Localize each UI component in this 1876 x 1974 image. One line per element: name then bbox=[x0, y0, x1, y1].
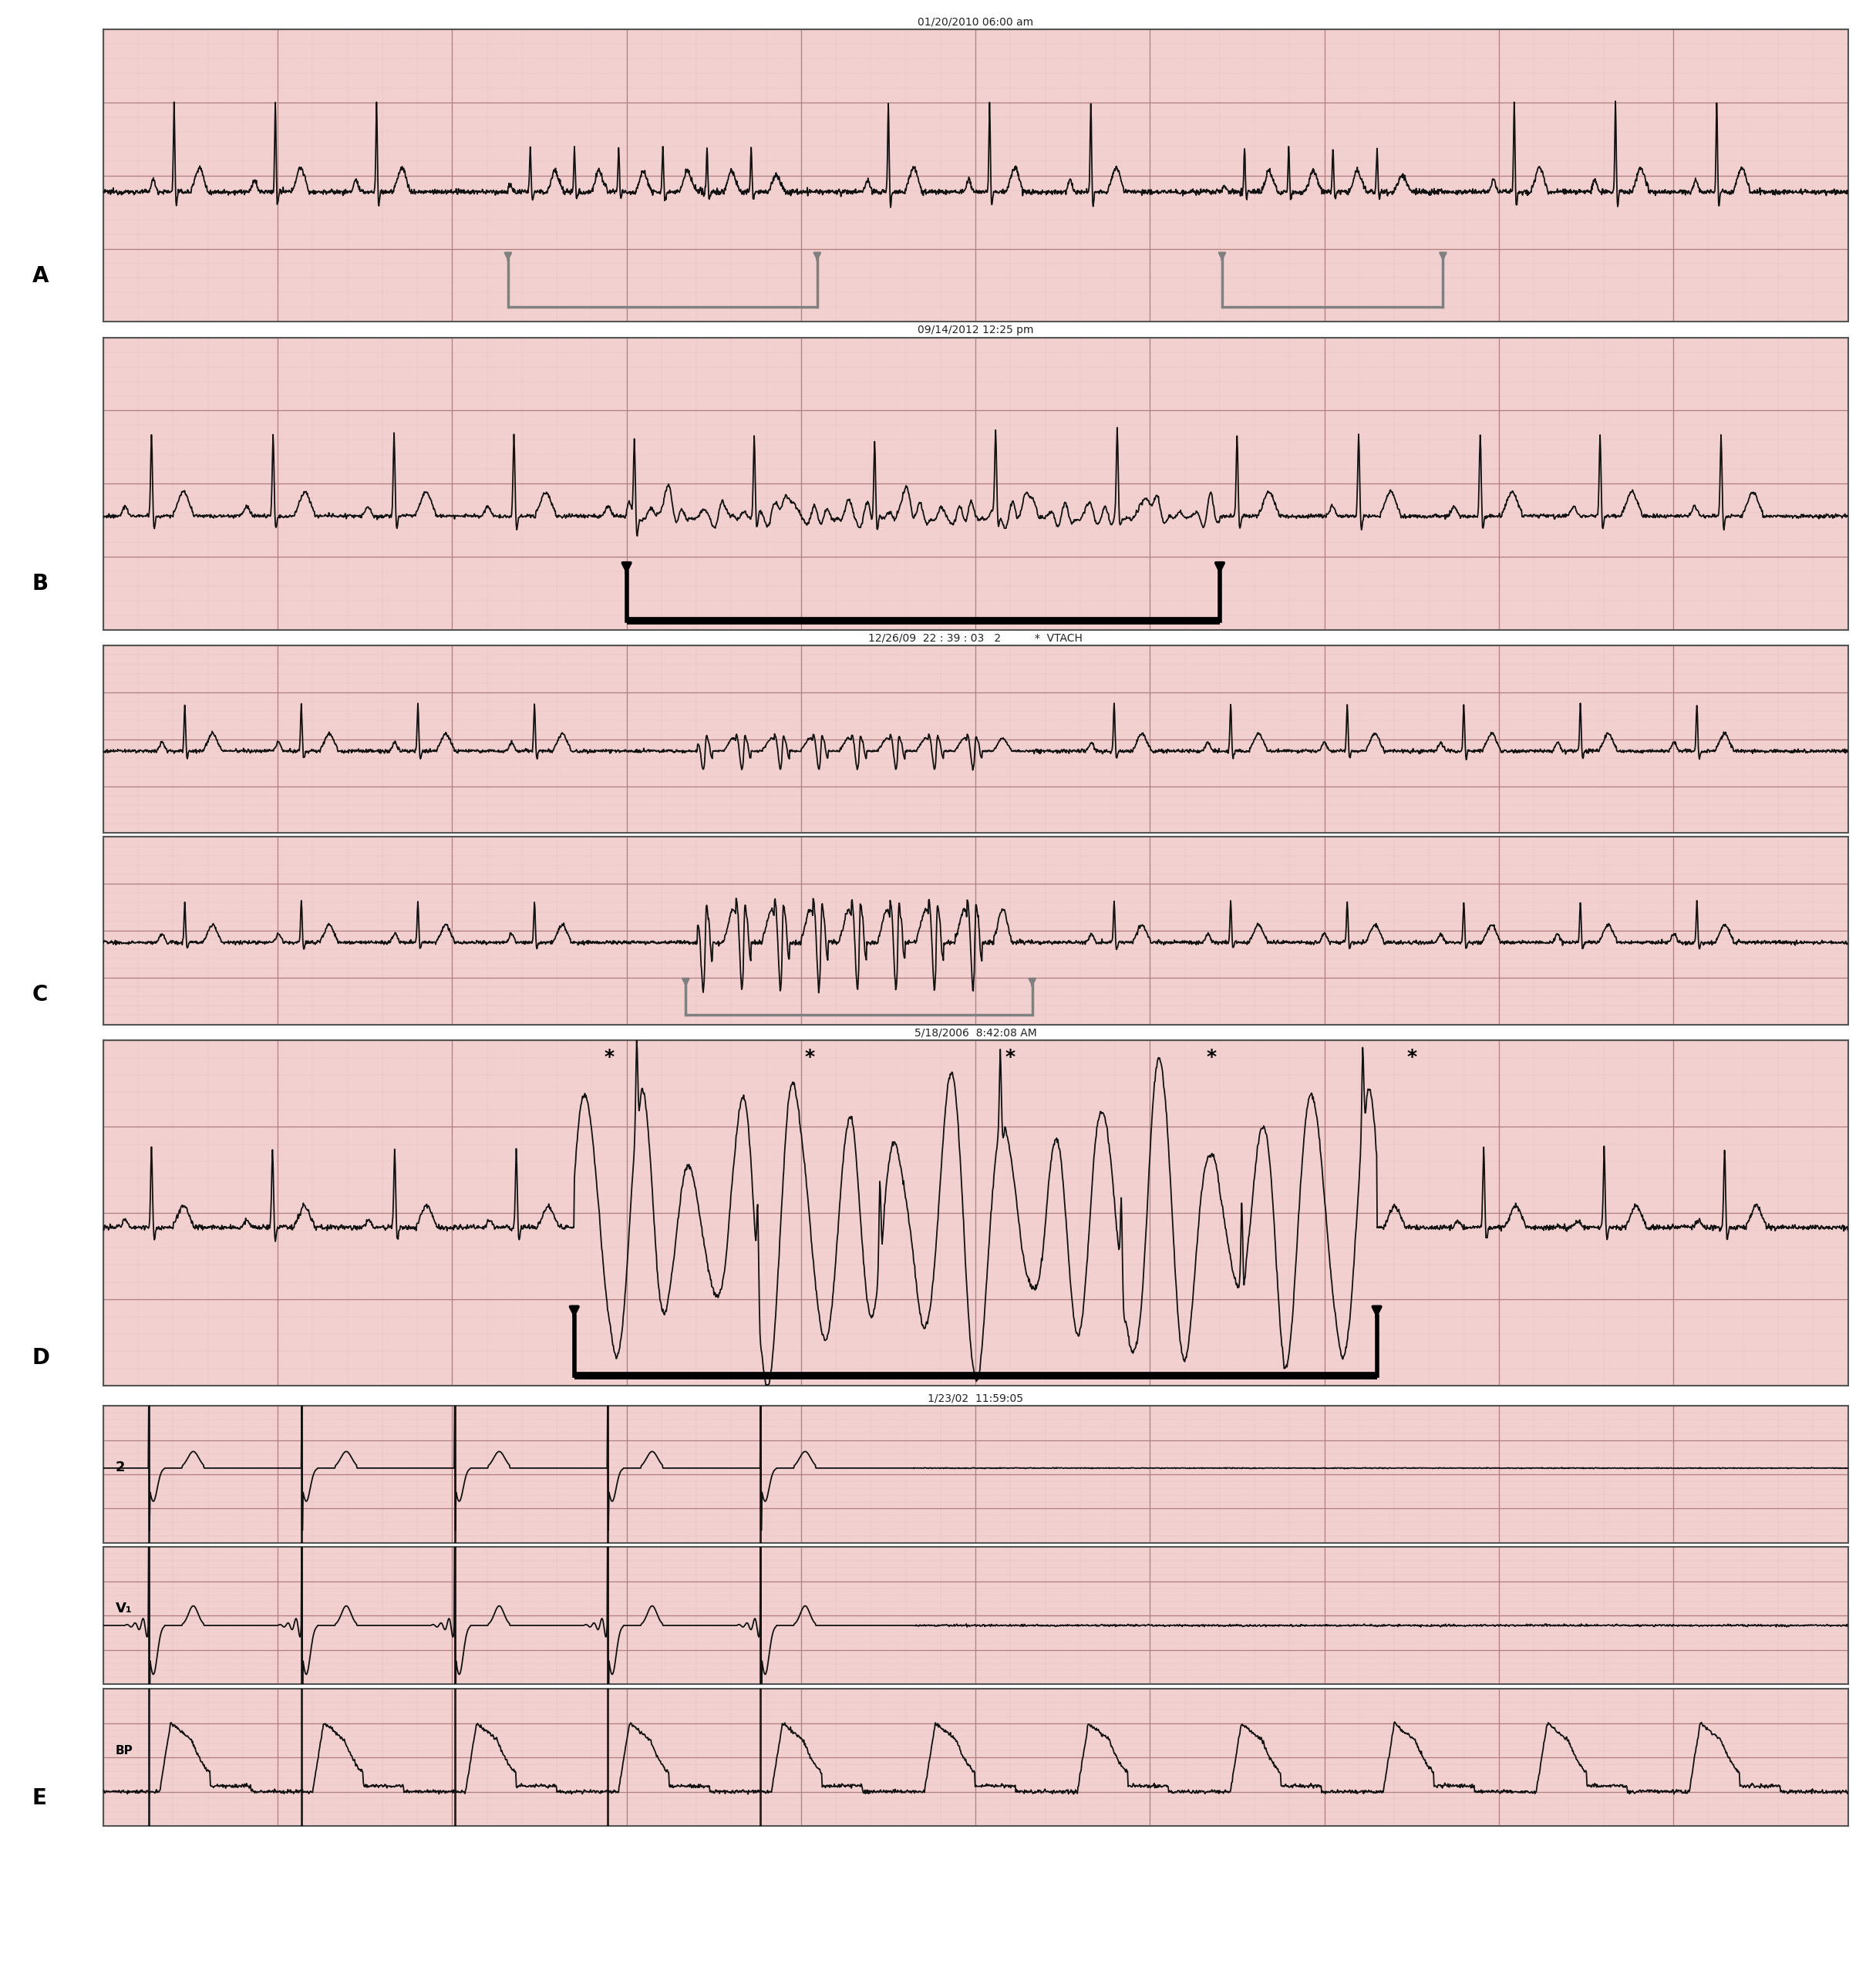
Title: 01/20/2010 06:00 am: 01/20/2010 06:00 am bbox=[917, 18, 1034, 28]
Text: C: C bbox=[32, 983, 47, 1005]
Text: *: * bbox=[805, 1048, 814, 1066]
Title: 5/18/2006  8:42:08 AM: 5/18/2006 8:42:08 AM bbox=[914, 1028, 1037, 1038]
Text: A: A bbox=[32, 265, 49, 286]
Title: 1/23/02  11:59:05: 1/23/02 11:59:05 bbox=[929, 1394, 1022, 1404]
Text: 2: 2 bbox=[116, 1461, 126, 1475]
Text: *: * bbox=[604, 1048, 613, 1066]
Title: 12/26/09  22 : 39 : 03   2          *  VTACH: 12/26/09 22 : 39 : 03 2 * VTACH bbox=[869, 634, 1082, 644]
Text: *: * bbox=[1407, 1048, 1416, 1066]
Text: D: D bbox=[32, 1346, 49, 1368]
Title: 09/14/2012 12:25 pm: 09/14/2012 12:25 pm bbox=[917, 326, 1034, 336]
Text: BP: BP bbox=[116, 1745, 133, 1757]
Text: *: * bbox=[1006, 1048, 1015, 1066]
Text: V₁: V₁ bbox=[116, 1601, 131, 1617]
Text: B: B bbox=[32, 572, 49, 594]
Text: *: * bbox=[1206, 1048, 1216, 1066]
Text: E: E bbox=[32, 1786, 47, 1808]
